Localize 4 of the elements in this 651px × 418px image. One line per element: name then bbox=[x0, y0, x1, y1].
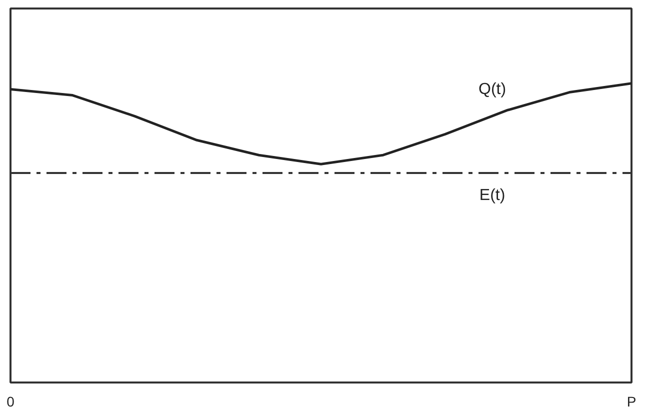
series-label: Q(t) bbox=[478, 81, 506, 98]
series-label: E(t) bbox=[479, 187, 506, 204]
x-tick-label: P bbox=[626, 394, 636, 410]
x-tick-label: 0 bbox=[6, 394, 15, 410]
